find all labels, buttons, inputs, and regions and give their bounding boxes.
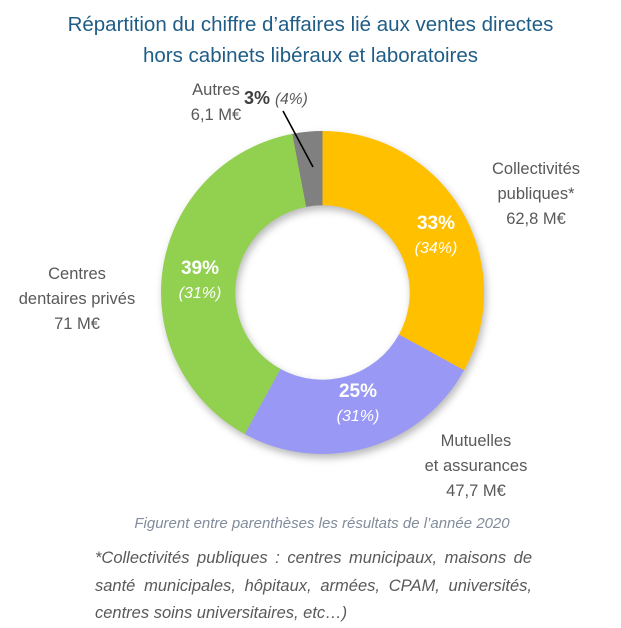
callout-collectivites-name2: publiques* [497, 185, 575, 203]
callout-autres: Autres 6,1 M€ [191, 78, 241, 128]
donut-pct-autres: 3% (4%) [244, 88, 308, 109]
donut-pct-mutuelles: 25% (31%) [337, 379, 380, 429]
donut-pct-collectivites: 33% (34%) [415, 211, 458, 261]
footnote-line2: santé municipales, hôpitaux, armées, CPA… [95, 576, 532, 595]
chart-title-line1: Répartition du chiffre d’affaires lié au… [67, 13, 554, 36]
callout-mutuelles: Mutuelles et assurances 47,7 M€ [425, 429, 528, 504]
callout-centres-name2: dentaires privés [18, 290, 136, 308]
pct-2020-autres: (4%) [275, 91, 308, 108]
pct-2020-mutuelles: (31%) [336, 408, 380, 425]
callout-mutuelles-name1: Mutuelles [440, 432, 512, 450]
pct-2021-autres: 3% [244, 88, 271, 108]
pct-2021-mutuelles: 25% [338, 381, 378, 402]
footnote-line1: *Collectivités publiques : centres munic… [95, 549, 532, 567]
donut-segment-autres [292, 131, 323, 207]
chart-title-line2: hors cabinets libéraux et laboratoires [142, 44, 479, 67]
donut-segment-collectivites-publiques [322, 131, 484, 371]
chart-title: Répartition du chiffre d’affaires lié au… [0, 9, 621, 71]
callout-autres-name: Autres [192, 81, 240, 99]
pct-2021-collectivites: 33% [416, 213, 456, 234]
callout-collectivites: Collectivités publiques* 62,8 M€ [492, 157, 580, 232]
callout-centres: Centres dentaires privés 71 M€ [19, 262, 135, 337]
donut-chart [161, 131, 484, 455]
callout-mutuelles-amount: 47,7 M€ [446, 482, 506, 500]
donut-pct-centres: 39% (31%) [179, 256, 222, 306]
pct-2020-collectivites: (34%) [414, 240, 458, 257]
pct-2020-centres: (31%) [178, 285, 222, 302]
callout-collectivites-amount: 62,8 M€ [506, 210, 566, 228]
callout-centres-name1: Centres [48, 265, 106, 283]
callout-mutuelles-name2: et assurances [424, 457, 528, 475]
chart-footnote: *Collectivités publiques : centres munic… [95, 545, 532, 628]
callout-collectivites-name1: Collectivités [491, 160, 581, 178]
callout-autres-amount: 6,1 M€ [190, 106, 242, 124]
donut-segment-mutuelles-assurances [244, 334, 465, 455]
callout-centres-amount: 71 M€ [54, 315, 100, 333]
chart-caption: Figurent entre parenthèses les résultats… [134, 515, 510, 532]
pct-2021-centres: 39% [180, 258, 220, 279]
footnote-line3: centres soins universitaires, etc…) [95, 604, 348, 622]
leader-line-autres [282, 110, 314, 168]
donut-segment-centres-dentaires-prives [161, 133, 307, 435]
